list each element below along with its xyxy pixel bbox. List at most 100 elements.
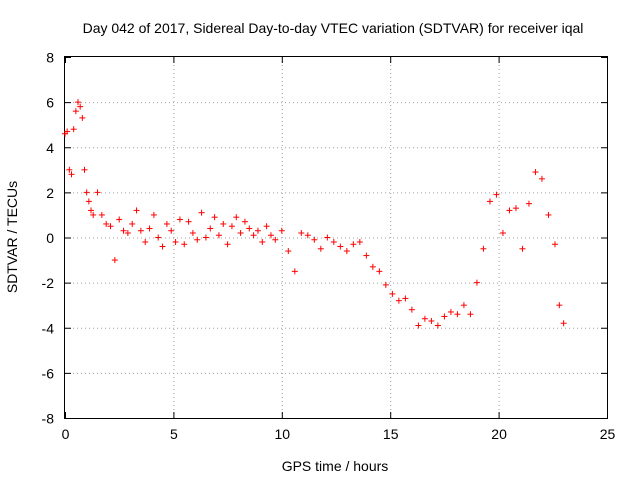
y-tick-label: -2 [42,275,55,291]
x-tick-label: 5 [170,426,178,442]
data-point [512,205,519,212]
data-point [369,263,376,270]
data-point [159,243,166,250]
data-points [62,99,567,329]
data-point [560,320,567,327]
data-point [519,245,526,252]
x-tick-label: 20 [491,426,507,442]
data-point [237,229,244,236]
data-point [68,171,75,178]
data-point [285,248,292,255]
data-point [460,302,467,309]
y-tick-label: 4 [46,140,54,156]
data-point [311,236,318,243]
data-point [116,216,123,223]
data-point [155,234,162,241]
y-tick-label: 8 [46,50,54,66]
y-tick-label: 6 [46,95,54,111]
data-point [150,211,157,218]
data-point [98,211,105,218]
data-point [163,220,170,227]
data-point [72,108,79,115]
data-point [66,166,73,173]
data-point [428,317,435,324]
y-tick-label: -6 [42,365,55,381]
x-tick-label: 0 [62,426,70,442]
data-point [90,211,97,218]
data-point [215,232,222,239]
data-point [389,290,396,297]
data-point [454,311,461,318]
x-tick-label: 10 [275,426,291,442]
data-point [220,220,227,227]
data-point [343,248,350,255]
y-tick-label: -8 [42,411,55,427]
y-tick-label: 0 [46,230,54,246]
data-point [250,232,257,239]
data-point [233,214,240,221]
data-point [211,214,218,221]
data-point [207,225,214,232]
data-point [202,234,209,241]
data-point [146,225,153,232]
data-point [350,241,357,248]
data-point [337,243,344,250]
data-point [228,223,235,230]
data-point [137,227,144,234]
data-point [447,308,454,315]
data-point [317,245,324,252]
data-point [363,252,370,259]
chart-title: Day 042 of 2017, Sidereal Day-to-day VTE… [83,20,584,36]
data-point [356,239,363,246]
data-point [75,99,82,106]
data-point [493,191,500,198]
data-point [124,229,131,236]
data-point [395,297,402,304]
data-point [107,223,114,230]
grid [65,57,607,418]
data-point [408,306,415,313]
data-point [556,302,563,309]
data-point [181,241,188,248]
data-point [382,281,389,288]
data-point [467,311,474,318]
data-point [129,220,136,227]
data-point [81,166,88,173]
data-point [278,227,285,234]
data-point [545,211,552,218]
data-point [441,313,448,320]
data-point [402,295,409,302]
data-point [142,239,149,246]
data-point [330,239,337,246]
data-point [246,225,253,232]
axis-ticks: 0 5 10 15 20 25 -8 -6 -4 -2 0 2 4 6 8 [42,50,616,443]
data-point [103,220,110,227]
data-point [88,207,95,214]
data-point [168,227,175,234]
data-point [94,189,101,196]
plot-frame [64,56,608,419]
data-point [259,239,266,246]
data-point [79,114,86,121]
data-point [551,241,558,248]
x-axis-label: GPS time / hours [282,458,389,474]
data-point [486,198,493,205]
data-point [70,126,77,133]
data-point [304,232,311,239]
data-point [194,236,201,243]
data-point [185,218,192,225]
y-tick-label: 2 [46,185,54,201]
data-point [254,227,261,234]
data-point [324,234,331,241]
data-point [480,245,487,252]
data-point [77,103,84,110]
data-point [291,268,298,275]
data-point [120,227,127,234]
data-point [538,175,545,182]
data-point [298,229,305,236]
x-tick-label: 25 [600,426,616,442]
data-point [198,209,205,216]
data-point [421,315,428,322]
data-point [506,207,513,214]
